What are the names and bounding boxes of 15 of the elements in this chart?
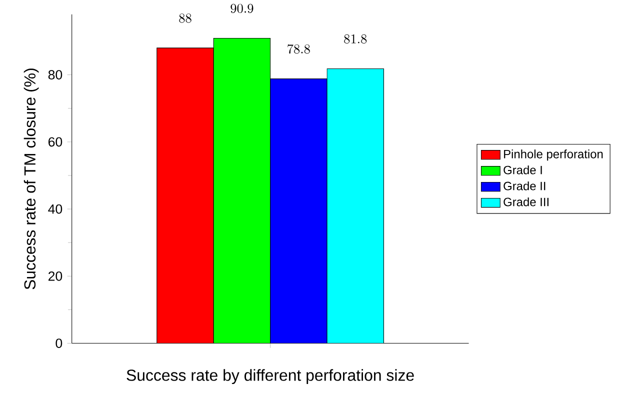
data-label: 88 xyxy=(179,14,192,23)
y-axis-title: Success rate of TM closure (%) xyxy=(24,68,39,290)
data-label: 90.9 xyxy=(230,4,254,14)
y-tick-label: 20 xyxy=(48,271,62,281)
legend-label: Grade I xyxy=(504,166,542,174)
x-axis-title: Success rate by different perforation size xyxy=(126,369,414,384)
y-tick-label: 60 xyxy=(48,137,62,147)
legend-label: Grade III xyxy=(504,197,548,206)
legend-label: Grade II xyxy=(504,181,546,190)
legend-label: Pinhole perforation xyxy=(504,150,603,161)
y-tick-label: 80 xyxy=(48,70,62,80)
y-tick-label: 40 xyxy=(48,204,62,214)
data-label: 78.8 xyxy=(288,44,310,54)
data-label: 81 .8 xyxy=(344,34,367,44)
y-tick-label: 0 xyxy=(56,338,62,348)
